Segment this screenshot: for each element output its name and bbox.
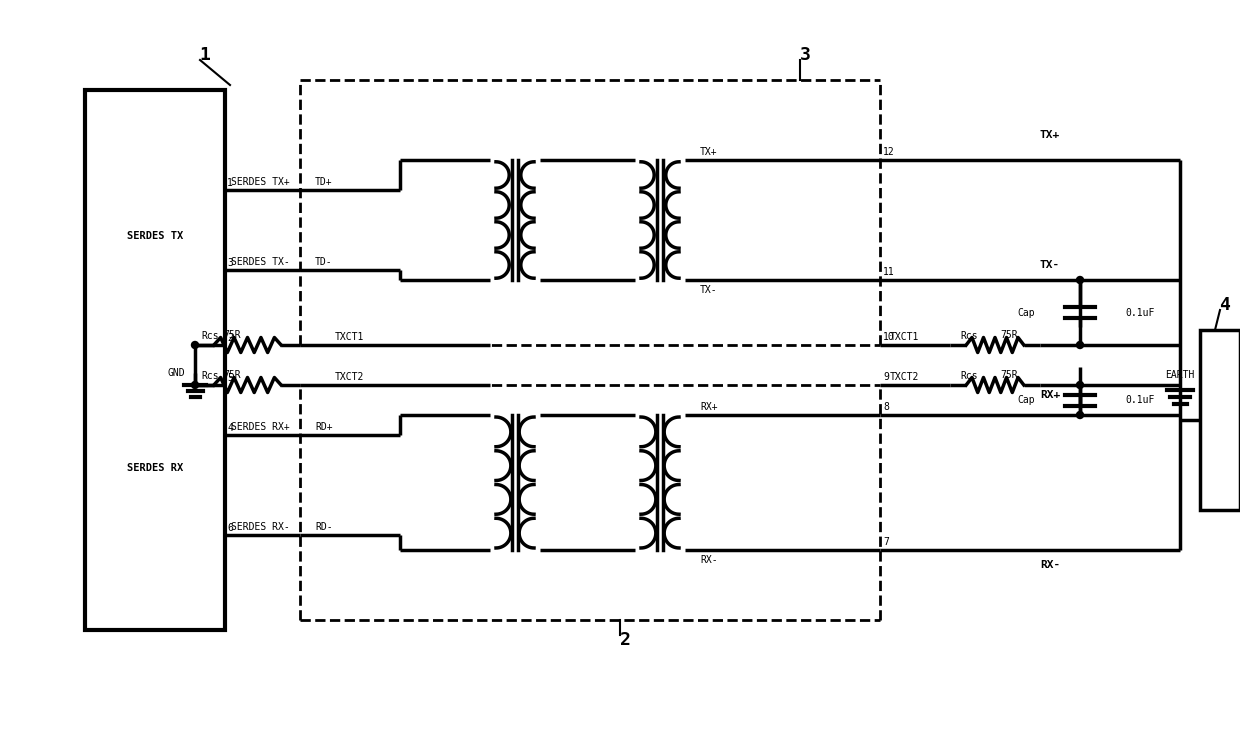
- Text: Cap: Cap: [1017, 395, 1035, 405]
- Text: 3: 3: [800, 46, 811, 64]
- Text: SERDES TX-: SERDES TX-: [231, 257, 289, 267]
- Text: 7: 7: [883, 537, 889, 547]
- Text: TX-: TX-: [1040, 260, 1060, 270]
- Bar: [86, 90, 224, 630]
- Text: 0.1uF: 0.1uF: [1125, 395, 1154, 405]
- Text: 5: 5: [227, 373, 233, 383]
- Text: SERDES TX: SERDES TX: [126, 231, 184, 241]
- Text: 75R: 75R: [223, 330, 241, 340]
- Text: TD+: TD+: [315, 177, 332, 187]
- Text: TXCT1: TXCT1: [335, 332, 365, 342]
- Text: 4: 4: [1220, 296, 1230, 314]
- Text: 6: 6: [227, 523, 233, 533]
- Bar: [1200, 330, 1240, 510]
- Circle shape: [1076, 412, 1084, 418]
- Text: 2: 2: [620, 631, 630, 649]
- Text: 3: 3: [227, 258, 233, 268]
- Text: Rcs: Rcs: [960, 331, 977, 341]
- Text: 12: 12: [883, 147, 895, 157]
- Text: Rcs: Rcs: [201, 331, 218, 341]
- Text: Rcs: Rcs: [960, 371, 977, 381]
- Text: TD-: TD-: [315, 257, 332, 267]
- Circle shape: [191, 382, 198, 388]
- Text: SERDES RX: SERDES RX: [126, 463, 184, 473]
- Text: 11: 11: [883, 267, 895, 277]
- Text: EARTH: EARTH: [1166, 370, 1194, 380]
- Text: RX-: RX-: [1040, 560, 1060, 570]
- Text: SERDES TX+: SERDES TX+: [231, 177, 289, 187]
- Text: SERDES RX-: SERDES RX-: [231, 522, 289, 532]
- Text: 10: 10: [883, 332, 895, 342]
- Text: TX-: TX-: [701, 285, 718, 295]
- Text: 9: 9: [883, 372, 889, 382]
- Text: GND: GND: [167, 368, 185, 378]
- Text: RX+: RX+: [1040, 390, 1060, 400]
- Text: TXCT1: TXCT1: [890, 332, 919, 342]
- Circle shape: [191, 342, 198, 348]
- Text: RD+: RD+: [315, 422, 332, 432]
- Text: SERDES RX+: SERDES RX+: [231, 422, 289, 432]
- Text: RX+: RX+: [701, 402, 718, 412]
- Text: RD-: RD-: [315, 522, 332, 532]
- Text: 75R: 75R: [999, 370, 1018, 380]
- Text: 4: 4: [227, 423, 233, 433]
- Text: 1: 1: [227, 178, 233, 188]
- Text: 0.1uF: 0.1uF: [1125, 307, 1154, 318]
- Text: TXCT2: TXCT2: [335, 372, 365, 382]
- Text: Rcs: Rcs: [201, 371, 218, 381]
- Circle shape: [1076, 342, 1084, 348]
- Circle shape: [1076, 277, 1084, 283]
- Text: 75R: 75R: [223, 370, 241, 380]
- Text: TXCT2: TXCT2: [890, 372, 919, 382]
- Text: RX-: RX-: [701, 555, 718, 565]
- Text: TX+: TX+: [701, 147, 718, 157]
- Text: Cap: Cap: [1017, 307, 1035, 318]
- Text: 75R: 75R: [999, 330, 1018, 340]
- Text: 8: 8: [883, 402, 889, 412]
- Text: TX+: TX+: [1040, 130, 1060, 140]
- Circle shape: [1076, 382, 1084, 388]
- Text: 1: 1: [200, 46, 211, 64]
- Text: 2: 2: [227, 333, 233, 343]
